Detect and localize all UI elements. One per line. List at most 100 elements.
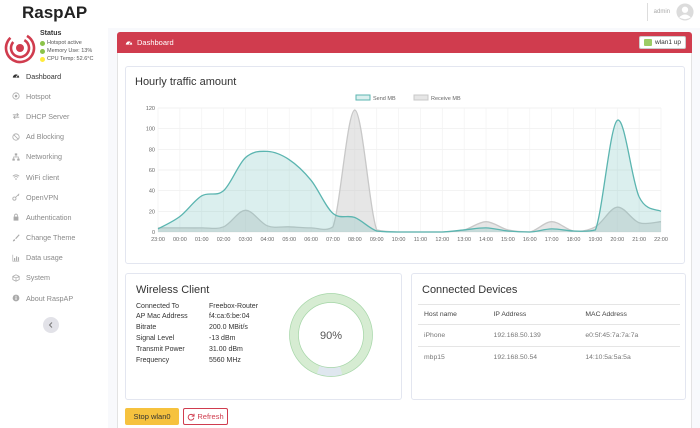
x-tick-label: 21:00 (632, 237, 646, 243)
sidebar-item-openvpn[interactable]: OpenVPN (0, 187, 108, 207)
mac-address-cell: e0:5f:45:7a:7a:7a (579, 324, 680, 347)
wifi-icon (12, 174, 20, 180)
app-brand[interactable]: RaspAP (22, 3, 88, 22)
x-tick-label: 10:00 (392, 237, 406, 243)
user-name[interactable]: admin (653, 9, 670, 15)
status-memory: Memory Use: 13% (40, 48, 92, 54)
info-value: Freebox-Router (209, 303, 259, 310)
x-tick-label: 17:00 (545, 237, 559, 243)
refresh-button[interactable]: Refresh (183, 408, 228, 425)
legend-swatch (413, 94, 429, 101)
sidebar-item-label: Data usage (26, 253, 63, 263)
series-area-receive (158, 110, 661, 232)
traffic-panel: Hourly traffic amount 0 20 40 60 80 100 120 23:… (125, 66, 685, 264)
sidebar-item-wifi-client[interactable]: WiFi client (0, 167, 108, 187)
sidebar-item-label: Authentication (26, 212, 72, 222)
user-area: admin (646, 3, 694, 21)
sidebar-item-label: WiFi client (26, 172, 60, 182)
lock-icon (13, 214, 19, 222)
sidebar-item-hotspot[interactable]: Hotspot (0, 86, 108, 106)
sidebar-item-label: Networking (26, 152, 62, 162)
info-value: -13 dBm (209, 335, 236, 342)
info-row-bitrate: Bitrate 200.0 MBit/s (136, 324, 248, 331)
sidebar-item-data-usage[interactable]: Data usage (0, 248, 108, 268)
sidebar-item-label: Hotspot (26, 91, 51, 101)
interface-status-button[interactable]: wlan1 up (638, 36, 686, 49)
x-tick-label: 20:00 (610, 237, 624, 243)
hotspot-status-icon (4, 32, 36, 64)
x-tick-label: 06:00 (304, 237, 318, 243)
sidebar-nav: Dashboard Hotspot DHCP Server Ad Blockin… (0, 66, 108, 308)
table-header-row: Host name IP Address MAC Address (418, 304, 680, 325)
x-tick-label: 12:00 (435, 237, 449, 243)
interface-status-label: wlan1 up (654, 39, 681, 46)
sidebar-collapse-button[interactable] (43, 317, 59, 333)
x-tick-label: 22:00 (654, 237, 668, 243)
sidebar-item-networking[interactable]: Networking (0, 147, 108, 167)
sidebar-item-change-theme[interactable]: Change Theme (0, 228, 108, 248)
dot-circle-icon (12, 92, 20, 100)
legend-label: Receive MB (431, 96, 461, 102)
info-row-frequency: Frequency 5560 MHz (136, 357, 241, 364)
connected-devices-panel: Connected Devices Host name IP Address M… (411, 273, 686, 400)
key-icon (12, 193, 20, 201)
dashboard-title: Dashboard (125, 38, 174, 47)
x-tick-label: 03:00 (239, 237, 253, 243)
info-key: Signal Level (136, 335, 175, 342)
refresh-label: Refresh (197, 412, 224, 421)
traffic-chart[interactable]: 0 20 40 60 80 100 120 23:00 00:00 01:00 02:00 03:00… (126, 67, 686, 265)
sidebar: Status Hotspot active Memory Use: 13% CP… (0, 28, 108, 428)
info-value: 200.0 MBit/s (209, 324, 248, 331)
sidebar-item-label: Change Theme (26, 233, 76, 243)
status-cpu-text: CPU Temp: 52.6°C (47, 56, 94, 62)
x-tick-label: 19:00 (589, 237, 603, 243)
signal-gauge-arc (289, 293, 373, 375)
x-tick-label: 23:00 (151, 237, 165, 243)
status-hotspot: Hotspot active (40, 40, 82, 46)
y-tick-label: 0 (152, 230, 155, 236)
table-row: mbp15 192.168.50.54 14:10:5a:5a:5a (418, 346, 680, 368)
sidebar-item-label: Ad Blocking (26, 132, 64, 142)
status-memory-text: Memory Use: 13% (47, 48, 93, 54)
tachometer-icon (125, 40, 133, 45)
chart-bar-icon (12, 254, 20, 262)
sidebar-item-label: System (26, 273, 50, 283)
ban-icon (12, 133, 20, 141)
status-dot-icon (40, 48, 45, 54)
ip-address-cell: 192.168.50.139 (487, 324, 580, 347)
user-avatar-icon[interactable] (676, 3, 694, 21)
signal-gauge: 90% (289, 293, 373, 377)
y-tick-label: 60 (149, 168, 155, 174)
exchange-icon (12, 113, 20, 120)
paint-brush-icon (12, 234, 20, 241)
info-row-ap-mac: AP Mac Address f4:ca:6:be:04 (136, 313, 249, 320)
y-tick-label: 120 (146, 106, 155, 112)
info-key: Connected To (136, 303, 180, 310)
top-bar: RaspAP admin (0, 0, 700, 28)
status-title: Status (40, 30, 62, 37)
sidebar-item-about[interactable]: About RaspAP (0, 288, 108, 308)
x-tick-label: 11:00 (414, 237, 427, 243)
legend-swatch (355, 94, 371, 101)
cube-icon (12, 274, 20, 282)
info-row-connected-to: Connected To Freebox-Router (136, 303, 258, 310)
sidebar-item-dashboard[interactable]: Dashboard (0, 66, 108, 86)
info-value: 31.00 dBm (209, 346, 243, 353)
x-tick-label: 02:00 (217, 237, 231, 243)
interface-up-indicator-icon (643, 39, 652, 46)
sidebar-item-dhcp-server[interactable]: DHCP Server (0, 106, 108, 126)
info-value: f4:ca:6:be:04 (209, 313, 250, 320)
sidebar-item-authentication[interactable]: Authentication (0, 207, 108, 227)
stop-wlan-button[interactable]: Stop wlan0 (125, 408, 179, 425)
column-header: MAC Address (579, 304, 680, 325)
column-header: Host name (418, 304, 488, 325)
sidebar-item-label: OpenVPN (26, 192, 59, 202)
ip-address-cell: 192.168.50.54 (487, 346, 580, 368)
column-header: IP Address (487, 304, 580, 325)
x-tick-label: 05:00 (282, 237, 296, 243)
x-tick-label: 08:00 (348, 237, 362, 243)
sidebar-item-system[interactable]: System (0, 268, 108, 288)
status-dot-icon (40, 40, 45, 46)
sidebar-item-ad-blocking[interactable]: Ad Blocking (0, 127, 108, 147)
y-tick-label: 40 (149, 189, 155, 195)
